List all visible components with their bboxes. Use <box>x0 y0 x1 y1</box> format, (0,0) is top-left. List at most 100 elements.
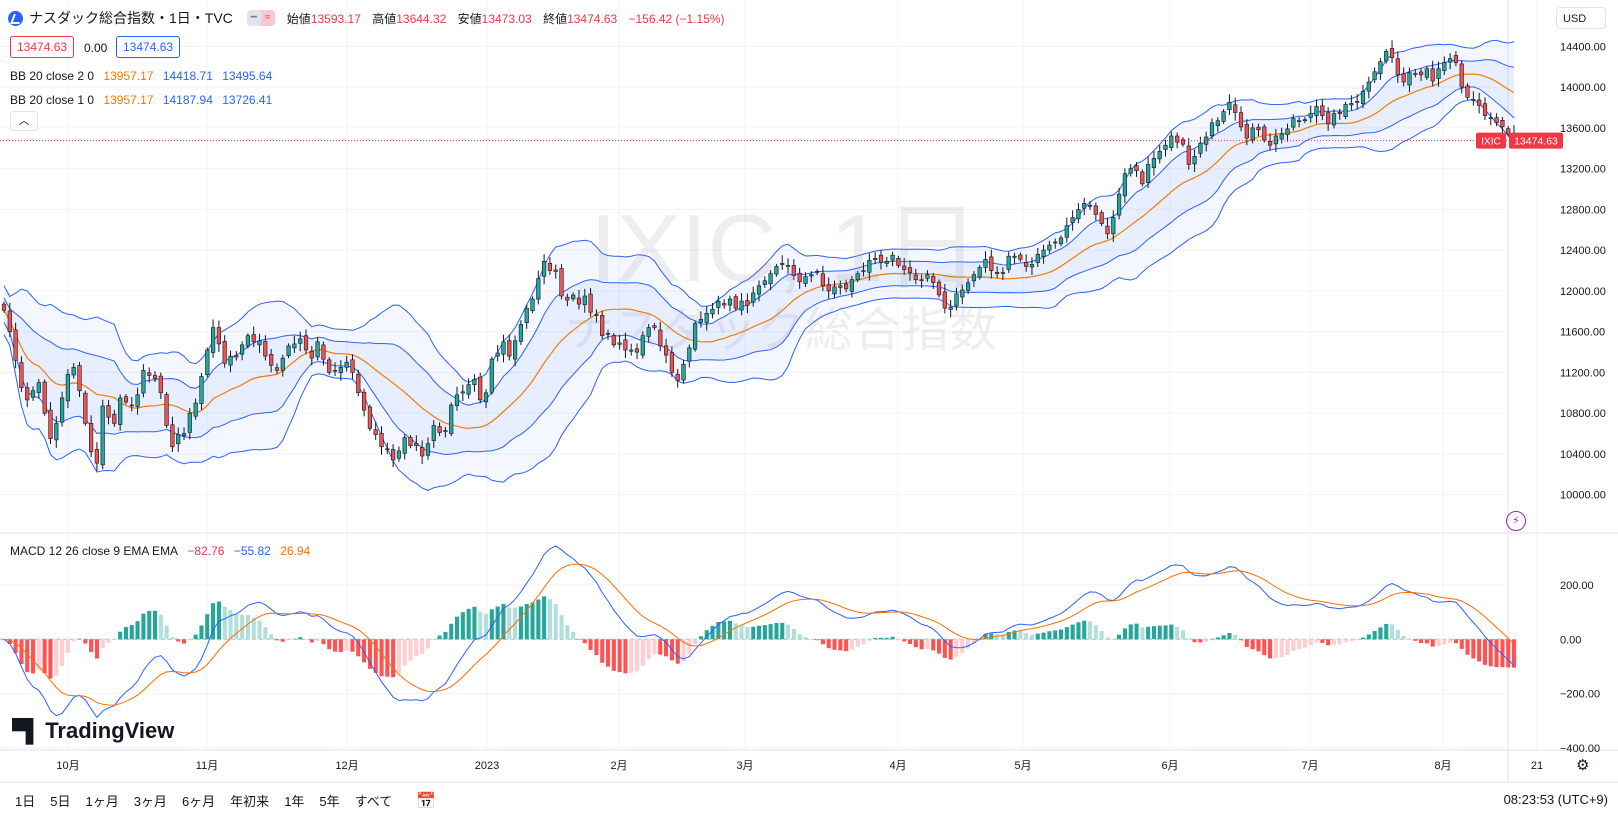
range-6m[interactable]: 6ヶ月 <box>181 794 216 809</box>
macd-histogram-bar <box>1000 634 1005 640</box>
candle-body <box>681 363 686 381</box>
time-tick-label: 21 <box>1531 760 1543 772</box>
macd-histogram-bar <box>809 638 814 640</box>
candle-body <box>1018 254 1023 260</box>
candle-body <box>1041 249 1046 257</box>
macd-histogram-bar <box>1482 639 1487 665</box>
candle-body <box>286 345 291 356</box>
macd-histogram-bar <box>304 639 309 640</box>
candle-body <box>919 279 924 282</box>
macd-histogram-bar <box>727 620 732 640</box>
macd-histogram-bar <box>1134 623 1139 640</box>
macd-histogram-bar <box>594 639 599 656</box>
gear-icon[interactable]: ⚙ <box>1576 757 1590 774</box>
candle-body <box>611 335 616 346</box>
candle-body <box>425 443 431 456</box>
candle-body <box>466 384 471 395</box>
macd-histogram-bar <box>937 639 942 654</box>
macd-histogram-bar <box>1204 639 1209 642</box>
candle-body <box>1128 168 1133 174</box>
watermark-symbol: IXIC, 1日 <box>590 195 980 302</box>
lightning-icon[interactable]: ⚡ <box>1506 511 1526 531</box>
macd-histogram-bar <box>1378 627 1383 640</box>
time-tick-label: 8月 <box>1434 760 1451 772</box>
macd-histogram-bar <box>1459 639 1464 649</box>
candle-body <box>826 284 831 292</box>
candle-body <box>495 352 500 357</box>
buy-price-box[interactable]: 13474.63 <box>116 36 181 58</box>
candle-body <box>1192 156 1197 165</box>
macd-histogram-bar <box>164 625 169 640</box>
candle-body <box>344 361 349 368</box>
candle-body <box>1366 81 1371 92</box>
macd-histogram-bar <box>327 639 332 650</box>
macd-histogram-bar <box>158 614 163 640</box>
macd-histogram-bar <box>739 624 744 640</box>
macd-histogram-bar <box>1302 639 1307 648</box>
candle-body <box>1012 255 1017 258</box>
range-1m[interactable]: 1ヶ月 <box>85 794 119 809</box>
candle-body <box>1082 203 1087 209</box>
candle-body <box>89 423 94 453</box>
candle-body <box>251 334 256 343</box>
symbol-title[interactable]: ナスダック総合指数・1日・TVC <box>29 10 233 26</box>
macd-histogram-bar <box>379 639 384 677</box>
range-3m[interactable]: 3ヶ月 <box>133 794 167 809</box>
symbol-header[interactable]: ナスダック総合指数・1日・TVC ━ ≈ 始値13593.17 高値13644.… <box>8 8 733 28</box>
macd-histogram-bar <box>751 626 756 640</box>
macd-hist-value: −82.76 <box>187 544 225 558</box>
range-1d[interactable]: 1日 <box>15 794 36 809</box>
clock[interactable]: 08:23:53 (UTC+9) <box>1503 792 1608 807</box>
macd-histogram-bar <box>791 629 796 640</box>
macd-histogram-bar <box>118 631 123 640</box>
candle-body <box>518 324 523 342</box>
range-5y[interactable]: 5年 <box>319 794 340 809</box>
candle-body <box>1250 127 1255 141</box>
candle-body <box>298 338 303 344</box>
macd-histogram-bar <box>576 639 581 640</box>
macd-histogram-bar <box>635 639 640 672</box>
macd-histogram-bar <box>455 616 460 640</box>
currency-selector[interactable]: USD <box>1556 7 1606 29</box>
candle-body <box>931 276 936 283</box>
bb1-legend[interactable]: BB 20 close 1 0 13957.17 14187.94 13726.… <box>10 93 278 107</box>
macd-histogram-bar <box>1035 633 1040 640</box>
high-label: 高値 <box>372 11 397 26</box>
bb2-upper: 14418.71 <box>162 69 213 83</box>
candle-body <box>1506 128 1511 135</box>
minus-icon[interactable]: ━ <box>246 10 261 26</box>
macd-histogram-bar <box>280 639 285 642</box>
price-tick-label: 14000.00 <box>1560 82 1606 94</box>
calendar-icon[interactable]: 📅 <box>416 792 437 810</box>
approx-icon[interactable]: ≈ <box>260 10 275 26</box>
candle-body <box>361 391 367 411</box>
sell-price-box[interactable]: 13474.63 <box>10 36 75 58</box>
macd-histogram-bar <box>1076 622 1081 640</box>
macd-histogram-bar <box>536 599 541 640</box>
macd-histogram-bar <box>652 639 657 655</box>
macd-histogram-bar <box>298 637 303 640</box>
macd-histogram-bar <box>1180 630 1185 640</box>
candle-body <box>42 381 47 414</box>
tradingview-logo[interactable]: ▀▌ TradingView <box>12 718 174 744</box>
macd-histogram-bar <box>1314 639 1319 643</box>
range-all[interactable]: すべて <box>354 794 393 809</box>
macd-histogram-bar <box>1041 632 1046 640</box>
range-ytd[interactable]: 年初来 <box>230 794 270 809</box>
macd-histogram-bar <box>786 624 791 640</box>
candle-body <box>205 349 210 376</box>
macd-legend[interactable]: MACD 12 26 close 9 EMA EMA −82.76 −55.82… <box>10 544 316 558</box>
chart-style-toggle[interactable]: ━ ≈ <box>246 10 275 26</box>
range-5d[interactable]: 5日 <box>50 794 71 809</box>
chevron-up-icon[interactable]: ︿ <box>10 111 38 131</box>
macd-histogram-bar <box>588 639 593 650</box>
bb2-legend[interactable]: BB 20 close 2 0 13957.17 14418.71 13495.… <box>10 69 278 83</box>
bb2-fill <box>4 40 1514 491</box>
macd-histogram-bar <box>1128 624 1133 640</box>
range-1y[interactable]: 1年 <box>284 794 305 809</box>
candle-body <box>245 335 251 347</box>
candle-body <box>1180 139 1186 145</box>
macd-histogram-bar <box>1337 639 1342 645</box>
candle-body <box>1436 68 1441 79</box>
